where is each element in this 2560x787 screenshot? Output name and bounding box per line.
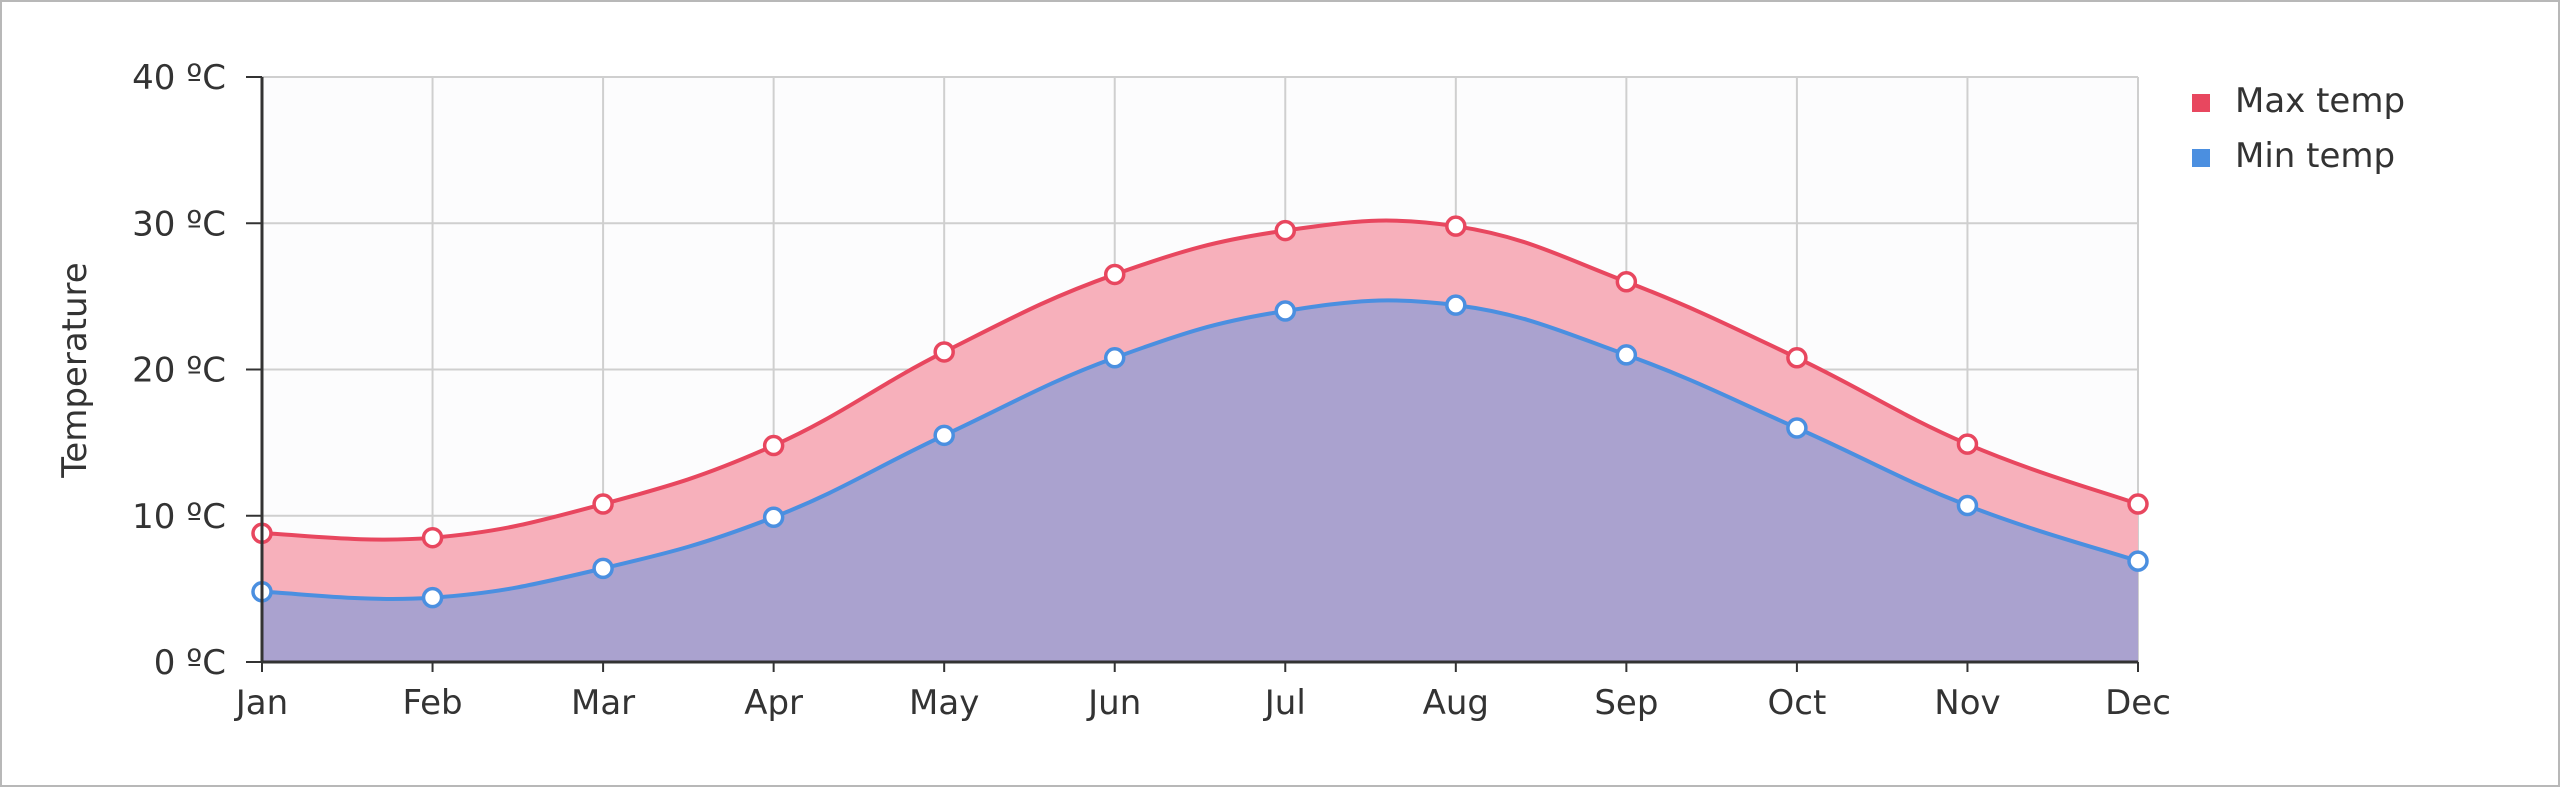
max-temp-point-mar[interactable] <box>592 493 614 515</box>
max-temp-legend-label[interactable]: Max temp <box>2235 81 2405 121</box>
min-temp-point-may[interactable] <box>933 424 955 447</box>
y-tick-label: 30 ºC <box>132 204 226 244</box>
max-temp-point-may[interactable] <box>933 341 955 363</box>
min-temp-point-aug[interactable] <box>1445 294 1467 316</box>
max-temp-legend-swatch[interactable] <box>2192 94 2210 112</box>
max-temp-point-jul[interactable] <box>1274 219 1297 242</box>
tick-labels: 0 ºC 10 ºC 20 ºC 30 ºC 40 ºC Jan Feb Mar Apr May J… <box>132 58 2171 723</box>
min-temp-point-jun[interactable] <box>1103 347 1126 369</box>
x-tick-label: Jul <box>1263 683 1306 723</box>
max-temp-point-nov[interactable] <box>1956 433 1979 455</box>
x-tick-label: May <box>909 683 979 723</box>
min-temp-point-jul[interactable] <box>1274 300 1297 322</box>
x-tick-label: Feb <box>402 683 462 723</box>
max-temp-point-oct[interactable] <box>1786 347 1808 369</box>
y-tick-label: 40 ºC <box>132 58 226 98</box>
max-temp-point-aug[interactable] <box>1445 215 1467 237</box>
x-tick-label: Jun <box>1086 683 1141 723</box>
max-temp-point-feb[interactable] <box>421 526 444 549</box>
series-lines <box>261 218 2139 601</box>
min-temp-point-dec[interactable] <box>2127 550 2149 572</box>
min-temp-line <box>261 298 2139 601</box>
min-temp-point-mar[interactable] <box>592 557 614 580</box>
x-tick-label: Aug <box>1423 683 1489 723</box>
x-tick-label: Nov <box>1934 683 2000 723</box>
x-tick-label: Oct <box>1768 683 1827 723</box>
x-tick-label: Sep <box>1594 683 1658 723</box>
min-temp-legend-swatch[interactable] <box>2192 149 2210 167</box>
min-temp-area <box>262 300 2138 662</box>
x-tick-label: Jan <box>234 683 288 723</box>
x-tick-label: Dec <box>2105 683 2171 723</box>
series-areas <box>262 220 2138 662</box>
max-temp-point-dec[interactable] <box>2127 493 2149 515</box>
min-temp-point-apr[interactable] <box>762 506 785 528</box>
max-temp-point-apr[interactable] <box>762 434 785 457</box>
max-temp-point-sep[interactable] <box>1615 271 1638 293</box>
max-temp-line <box>261 218 2139 542</box>
min-temp-point-feb[interactable] <box>421 586 444 609</box>
axes <box>246 76 2139 672</box>
min-temp-point-sep[interactable] <box>1615 344 1638 366</box>
x-tick-label: Mar <box>571 683 635 723</box>
y-axis-title: Temperature <box>55 262 95 478</box>
y-tick-label: 0 ºC <box>154 643 226 683</box>
min-temp-point-nov[interactable] <box>1956 494 1979 517</box>
y-tick-label: 20 ºC <box>132 351 226 391</box>
x-tick-label: Apr <box>744 683 803 723</box>
legend[interactable]: Max temp Min temp <box>2192 81 2405 176</box>
min-temp-point-oct[interactable] <box>1786 417 1808 439</box>
min-temp-legend-label[interactable]: Min temp <box>2235 136 2395 176</box>
y-tick-label: 10 ºC <box>132 497 226 537</box>
max-temp-point-jun[interactable] <box>1103 263 1126 286</box>
